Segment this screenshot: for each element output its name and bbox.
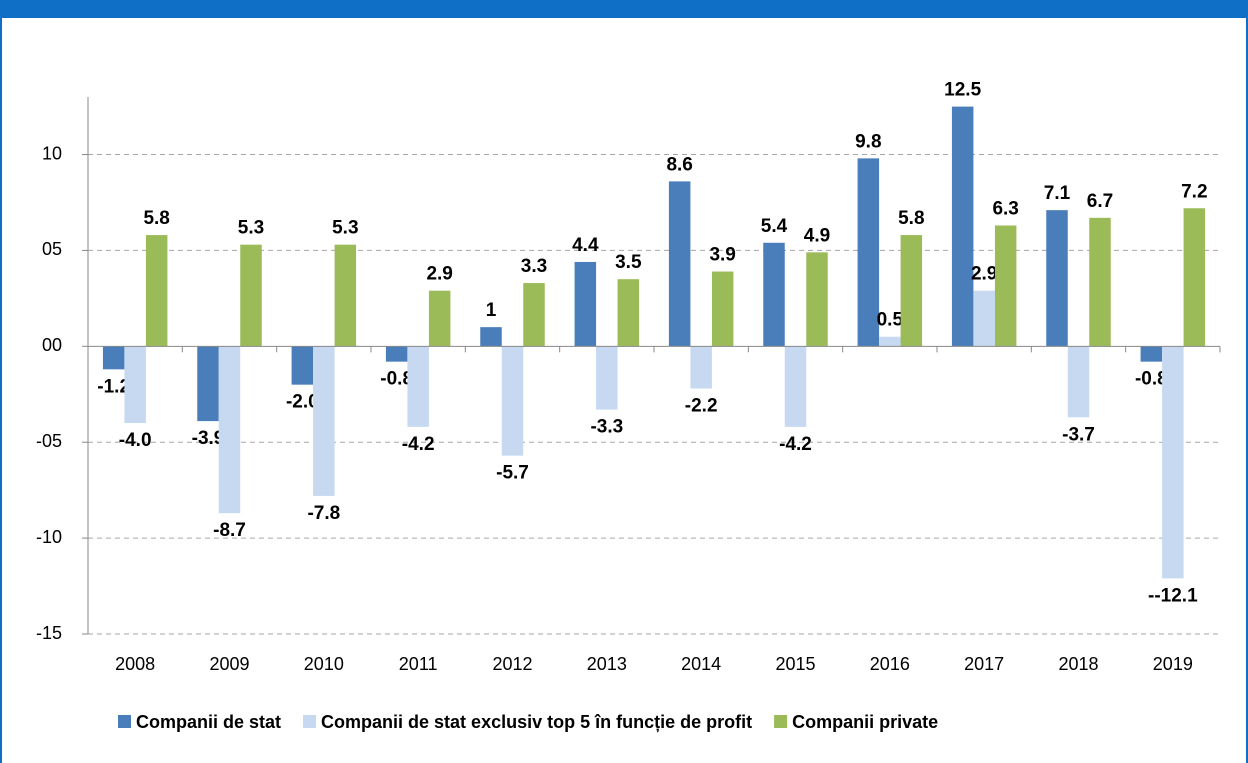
bar bbox=[407, 346, 429, 427]
value-label: 5.3 bbox=[332, 218, 358, 239]
x-tick-label: 2014 bbox=[681, 654, 721, 674]
bar bbox=[763, 242, 785, 347]
value-label: -5.7 bbox=[496, 463, 529, 484]
value-label: 7.1 bbox=[1044, 183, 1071, 204]
value-label: -0.8 bbox=[1135, 369, 1168, 390]
value-label: 4.9 bbox=[804, 225, 830, 246]
bar bbox=[1162, 346, 1184, 579]
legend-swatch bbox=[774, 715, 788, 728]
x-tick-label: 2019 bbox=[1153, 654, 1193, 674]
value-label: -4.2 bbox=[402, 434, 435, 455]
value-label: -0.8 bbox=[380, 369, 413, 390]
bar bbox=[900, 235, 923, 347]
bar bbox=[784, 346, 807, 427]
value-label: 5.8 bbox=[143, 208, 169, 229]
legend-swatch bbox=[118, 715, 131, 728]
bar bbox=[574, 261, 597, 347]
bar bbox=[523, 283, 545, 347]
value-label: 3.9 bbox=[709, 245, 735, 266]
value-label: 5.3 bbox=[238, 218, 264, 239]
legend-label: Companii de stat bbox=[136, 712, 281, 732]
value-label: 7.2 bbox=[1181, 181, 1207, 202]
value-label: --12.1 bbox=[1148, 585, 1198, 606]
header-band bbox=[0, 0, 1248, 18]
y-tick-label: 10 bbox=[42, 143, 62, 163]
bar bbox=[291, 346, 314, 385]
value-label: -3.7 bbox=[1062, 424, 1095, 445]
value-label: 3.3 bbox=[521, 256, 547, 277]
value-label: -3.9 bbox=[192, 428, 225, 449]
value-label: 5.8 bbox=[898, 208, 924, 229]
x-tick-label: 2009 bbox=[209, 654, 249, 674]
x-tick-label: 2012 bbox=[492, 654, 532, 674]
value-label: -1.2 bbox=[97, 376, 130, 397]
bar bbox=[690, 346, 712, 389]
value-label: 2.9 bbox=[971, 264, 997, 285]
bar bbox=[711, 271, 734, 347]
value-label: -2.2 bbox=[685, 396, 718, 417]
bar bbox=[218, 346, 241, 514]
x-tick-label: 2010 bbox=[304, 654, 344, 674]
bar bbox=[1067, 346, 1090, 418]
x-tick-label: 2011 bbox=[399, 654, 438, 674]
y-tick-label: -10 bbox=[36, 527, 62, 547]
value-label: -2.0 bbox=[286, 392, 319, 413]
bar bbox=[1089, 217, 1111, 347]
legend-label: Companii de stat exclusiv top 5 în funcț… bbox=[321, 712, 752, 732]
x-tick-label: 2018 bbox=[1058, 654, 1098, 674]
value-label: 2.9 bbox=[426, 264, 452, 285]
x-tick-label: 2013 bbox=[587, 654, 627, 674]
x-tick-label: 2017 bbox=[964, 654, 1004, 674]
bar bbox=[480, 327, 502, 347]
bar bbox=[501, 346, 524, 456]
bar bbox=[1046, 210, 1068, 347]
value-label: -3.3 bbox=[590, 417, 623, 438]
bar bbox=[1183, 208, 1206, 347]
bar bbox=[806, 252, 828, 347]
bar bbox=[428, 290, 451, 347]
bar bbox=[102, 346, 125, 370]
x-tick-label: 2015 bbox=[775, 654, 815, 674]
y-tick-label: 00 bbox=[42, 335, 62, 355]
value-label: 5.4 bbox=[761, 216, 788, 237]
value-label: 6.7 bbox=[1087, 191, 1113, 212]
x-tick-label: 2016 bbox=[870, 654, 910, 674]
bar bbox=[145, 235, 168, 347]
bar bbox=[124, 346, 146, 424]
bar bbox=[1140, 346, 1163, 362]
y-tick-label: -05 bbox=[36, 431, 62, 451]
value-label: -7.8 bbox=[307, 503, 340, 524]
value-label: 12.5 bbox=[944, 80, 981, 101]
value-label: 8.6 bbox=[666, 154, 692, 175]
bar bbox=[951, 106, 974, 347]
value-label: -8.7 bbox=[213, 520, 246, 541]
value-label: 1 bbox=[486, 300, 497, 321]
bar bbox=[313, 346, 335, 496]
value-label: -4.2 bbox=[779, 434, 812, 455]
value-label: 0.5 bbox=[877, 310, 904, 331]
value-label: 6.3 bbox=[992, 199, 1018, 220]
bar bbox=[857, 158, 880, 347]
bar bbox=[994, 225, 1017, 347]
bar bbox=[385, 346, 408, 362]
value-label: -4.0 bbox=[119, 430, 152, 451]
bar bbox=[973, 290, 995, 347]
value-label: 3.5 bbox=[615, 252, 642, 273]
bar bbox=[879, 336, 901, 347]
bar bbox=[668, 181, 691, 347]
legend-swatch bbox=[303, 715, 317, 728]
value-label: 4.4 bbox=[572, 235, 599, 256]
bar bbox=[197, 346, 219, 422]
bar bbox=[240, 244, 262, 347]
bar bbox=[334, 244, 357, 347]
bar bbox=[617, 279, 640, 347]
value-label: 9.8 bbox=[855, 131, 881, 152]
bar bbox=[596, 346, 618, 410]
y-tick-label: 05 bbox=[42, 239, 62, 259]
y-tick-label: -15 bbox=[36, 623, 62, 643]
legend-label: Companii private bbox=[792, 712, 938, 732]
x-tick-label: 2008 bbox=[115, 654, 155, 674]
